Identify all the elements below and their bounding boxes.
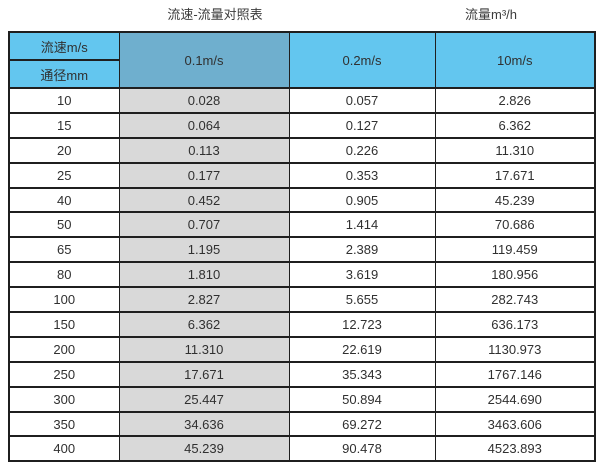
- diameter-cell: 80: [8, 261, 120, 289]
- title-bar: 流速-流量对照表 流量m³/h: [0, 0, 600, 30]
- table-row: 15 0.064 0.127 6.362: [8, 111, 596, 139]
- diameter-cell: 25: [8, 161, 120, 189]
- flow-value-cell-0-1ms: 11.310: [118, 335, 290, 363]
- flow-value-cell-10ms: 282.743: [434, 286, 596, 314]
- flow-value-cell-0-2ms: 0.057: [288, 87, 436, 114]
- table-header: 流速m/s 0.1m/s 0.2m/s 10m/s 通径mm: [8, 31, 596, 89]
- flow-value-cell-0-2ms: 69.272: [288, 410, 436, 438]
- flow-value-cell-0-1ms: 0.113: [118, 136, 290, 164]
- diameter-cell: 200: [8, 335, 120, 363]
- diameter-cell: 250: [8, 360, 120, 388]
- diameter-cell: 150: [8, 311, 120, 338]
- flow-value-cell-10ms: 45.239: [434, 186, 596, 214]
- table-row: 350 34.636 69.272 3463.606: [8, 410, 596, 438]
- flow-value-cell-10ms: 1767.146: [434, 360, 596, 388]
- flow-value-cell-0-1ms: 17.671: [118, 360, 290, 388]
- flow-value-cell-10ms: 11.310: [434, 136, 596, 164]
- flow-value-cell-0-1ms: 0.064: [118, 111, 290, 139]
- flow-rate-table: 流速m/s 0.1m/s 0.2m/s 10m/s 通径mm 10 0.028 0.…: [8, 31, 596, 463]
- flow-value-cell-10ms: 3463.606: [434, 410, 596, 438]
- flow-value-cell-0-2ms: 50.894: [288, 385, 436, 413]
- flow-value-cell-0-1ms: 2.827: [118, 286, 290, 314]
- flow-value-cell-0-2ms: 0.226: [288, 136, 436, 164]
- flow-value-cell-0-1ms: 0.028: [118, 87, 290, 114]
- diameter-cell: 350: [8, 410, 120, 438]
- flow-value-cell-0-2ms: 0.353: [288, 161, 436, 189]
- table-row: 300 25.447 50.894 2544.690: [8, 385, 596, 413]
- flow-value-cell-0-1ms: 0.707: [118, 211, 290, 239]
- flow-value-cell-10ms: 6.362: [434, 111, 596, 139]
- table-row: 150 6.362 12.723 636.173: [8, 311, 596, 338]
- flow-value-cell-0-1ms: 0.177: [118, 161, 290, 189]
- diameter-cell: 400: [8, 435, 120, 463]
- column-header-0-2ms: 0.2m/s: [288, 31, 436, 89]
- diameter-cell: 15: [8, 111, 120, 139]
- diameter-cell: 40: [8, 186, 120, 214]
- flow-value-cell-0-1ms: 34.636: [118, 410, 290, 438]
- corner-diameter-label: 通径mm: [8, 59, 120, 89]
- flow-value-cell-10ms: 17.671: [434, 161, 596, 189]
- table-row: 400 45.239 90.478 4523.893: [8, 435, 596, 463]
- flow-value-cell-0-2ms: 3.619: [288, 261, 436, 289]
- flow-value-cell-0-2ms: 5.655: [288, 286, 436, 314]
- flow-value-cell-10ms: 2544.690: [434, 385, 596, 413]
- flow-value-cell-0-2ms: 1.414: [288, 211, 436, 239]
- diameter-cell: 20: [8, 136, 120, 164]
- diameter-cell: 50: [8, 211, 120, 239]
- diameter-cell: 10: [8, 87, 120, 114]
- flow-value-cell-10ms: 70.686: [434, 211, 596, 239]
- table-row: 10 0.028 0.057 2.826: [8, 87, 596, 114]
- flow-value-cell-0-2ms: 22.619: [288, 335, 436, 363]
- flow-value-cell-0-1ms: 6.362: [118, 311, 290, 338]
- table-row: 40 0.452 0.905 45.239: [8, 186, 596, 214]
- flow-value-cell-10ms: 180.956: [434, 261, 596, 289]
- diameter-cell: 300: [8, 385, 120, 413]
- table-row: 200 11.310 22.619 1130.973: [8, 335, 596, 363]
- flow-unit-label: 流量m³/h: [464, 7, 518, 22]
- table-row: 250 17.671 35.343 1767.146: [8, 360, 596, 388]
- column-header-10ms: 10m/s: [434, 31, 596, 89]
- flow-value-cell-0-2ms: 2.389: [288, 236, 436, 264]
- column-header-0-1ms: 0.1m/s: [118, 31, 290, 89]
- flow-value-cell-0-1ms: 45.239: [118, 435, 290, 463]
- flow-value-cell-0-2ms: 35.343: [288, 360, 436, 388]
- flow-value-cell-0-2ms: 90.478: [288, 435, 436, 463]
- flow-value-cell-0-2ms: 12.723: [288, 311, 436, 338]
- table-row: 65 1.195 2.389 119.459: [8, 236, 596, 264]
- corner-velocity-label: 流速m/s: [8, 31, 120, 61]
- diameter-cell: 100: [8, 286, 120, 314]
- table-row: 20 0.113 0.226 11.310: [8, 136, 596, 164]
- table-title: 流速-流量对照表: [167, 7, 263, 22]
- table-row: 80 1.810 3.619 180.956: [8, 261, 596, 289]
- flow-value-cell-0-1ms: 1.195: [118, 236, 290, 264]
- table-row: 50 0.707 1.414 70.686: [8, 211, 596, 239]
- flow-value-cell-10ms: 2.826: [434, 87, 596, 114]
- flow-value-cell-0-1ms: 1.810: [118, 261, 290, 289]
- flow-value-cell-0-1ms: 0.452: [118, 186, 290, 214]
- flow-value-cell-0-2ms: 0.905: [288, 186, 436, 214]
- table-row: 100 2.827 5.655 282.743: [8, 286, 596, 314]
- table-row: 25 0.177 0.353 17.671: [8, 161, 596, 189]
- flow-value-cell-10ms: 1130.973: [434, 335, 596, 363]
- diameter-cell: 65: [8, 236, 120, 264]
- flow-value-cell-10ms: 636.173: [434, 311, 596, 338]
- flow-value-cell-10ms: 4523.893: [434, 435, 596, 463]
- flow-value-cell-10ms: 119.459: [434, 236, 596, 264]
- table-body: 10 0.028 0.057 2.826 15 0.064 0.127 6.362 20 0.11…: [8, 87, 596, 463]
- flow-value-cell-0-1ms: 25.447: [118, 385, 290, 413]
- flow-value-cell-0-2ms: 0.127: [288, 111, 436, 139]
